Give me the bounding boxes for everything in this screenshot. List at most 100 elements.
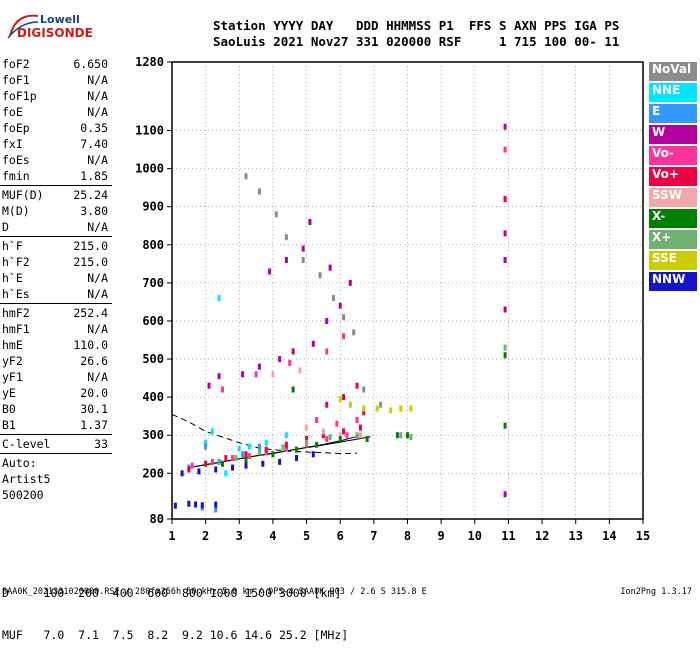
param-value: 30.1: [80, 402, 108, 416]
echo-point: [399, 432, 403, 439]
plot-grid: [172, 62, 643, 519]
echo-point: [338, 396, 342, 403]
echo-point: [358, 424, 362, 431]
echo-point: [328, 264, 332, 271]
distance-row: D 100 200 400 600 800 1000 1500 3000 [km…: [2, 586, 342, 600]
param-label: foF2: [2, 57, 30, 71]
echo-point: [321, 428, 325, 435]
echo-point: [311, 340, 315, 347]
param-value: 7.40: [80, 137, 108, 151]
echo-point: [298, 367, 302, 374]
echo-point: [406, 432, 409, 439]
echo-point: [217, 373, 221, 380]
param-label: foF1p: [2, 89, 37, 103]
echo-point: [231, 464, 235, 471]
echo-point: [220, 460, 224, 467]
echo-point: [305, 439, 309, 446]
echo-point: [204, 443, 208, 450]
legend-item: Vo-: [649, 146, 697, 165]
echo-point: [271, 451, 275, 458]
x-tick-label: 7: [370, 529, 377, 543]
param-value: N/A: [87, 370, 108, 384]
x-tick-label: 14: [602, 529, 616, 543]
x-tick-label: 4: [269, 529, 276, 543]
param-label: h`Es: [2, 287, 30, 301]
echo-point: [338, 432, 342, 439]
param-label: fxI: [2, 137, 23, 151]
echo-point: [257, 188, 261, 195]
x-tick-label: 2: [202, 529, 209, 543]
echo-point: [355, 432, 359, 439]
param-label: hmF1: [2, 322, 30, 336]
param-value: 6.650: [73, 57, 108, 71]
param-separator: [0, 185, 112, 186]
echo-point: [342, 314, 346, 321]
echo-point: [220, 386, 224, 393]
echo-point: [284, 234, 288, 241]
param-row: foEp 0.35: [0, 120, 112, 136]
echo-point: [254, 371, 258, 378]
echo-point: [224, 470, 228, 477]
echo-point: [244, 462, 248, 469]
echo-point: [389, 407, 393, 414]
echo-point: [342, 394, 346, 401]
param-row: foEs N/A: [0, 152, 112, 168]
echo-point: [335, 420, 339, 427]
param-value: 215.0: [73, 255, 108, 269]
file-info-footer: SAA0K_2021331020000.RSF / 280fx256h 50 k…: [2, 587, 427, 597]
param-row: h`E N/A: [0, 270, 112, 286]
param-row: yE 20.0: [0, 385, 112, 401]
param-value: 20.0: [80, 386, 108, 400]
echo-point: [315, 416, 319, 423]
param-separator: [0, 453, 112, 454]
echo-point: [284, 441, 288, 448]
param-value: 110.0: [73, 338, 108, 352]
echo-point: [311, 451, 315, 458]
param-value: 25.24: [73, 188, 108, 202]
echo-point: [241, 371, 245, 378]
param-row: D N/A: [0, 219, 112, 235]
echo-point: [288, 359, 292, 366]
x-tick-label: 1: [168, 529, 175, 543]
param-value: N/A: [87, 220, 108, 234]
echo-point: [328, 434, 332, 441]
param-row: B0 30.1: [0, 401, 112, 417]
param-label: C-level: [2, 437, 51, 451]
echo-point: [204, 460, 208, 467]
echo-point: [503, 257, 507, 264]
param-label: h`F2: [2, 255, 30, 269]
echo-point: [503, 344, 507, 351]
echo-point: [187, 466, 191, 473]
param-label: hmF2: [2, 306, 30, 320]
distance-muf-table: D 100 200 400 600 800 1000 1500 3000 [km…: [2, 558, 348, 656]
param-value: N/A: [87, 153, 108, 167]
echo-point: [503, 352, 507, 359]
echo-point: [234, 455, 238, 462]
param-row: hmF1 N/A: [0, 321, 112, 337]
echo-point: [409, 434, 413, 441]
echo-point: [362, 405, 366, 412]
legend-item: SSW: [649, 188, 697, 207]
echo-point: [244, 173, 248, 180]
logo-swoosh-icon: [7, 14, 39, 39]
param-row: h`F2 215.0: [0, 254, 112, 270]
lowell-digisonde-logo: Lowell DIGISONDE: [4, 8, 93, 42]
muf-row: MUF 7.0 7.1 7.5 8.2 9.2 10.6 14.6 25.2 […: [2, 628, 349, 642]
y-tick-label: 1280: [135, 55, 164, 69]
echo-point: [409, 405, 413, 412]
station-header-labels: Station YYYY DAY DDD HHMMSS P1 FFS S AXN…: [213, 18, 620, 33]
echo-point: [503, 123, 507, 130]
echo-point: [338, 436, 342, 443]
x-tick-label: 5: [303, 529, 310, 543]
param-label: foF1: [2, 73, 30, 87]
echo-point: [190, 462, 194, 469]
echo-point: [214, 501, 218, 508]
echo-point: [325, 348, 329, 355]
param-value: 0.35: [80, 121, 108, 135]
echo-point: [274, 211, 278, 218]
y-tick-label: 700: [142, 276, 164, 290]
echo-point: [264, 439, 268, 446]
echo-point: [200, 502, 204, 509]
param-row: foF1p N/A: [0, 88, 112, 104]
echo-point: [362, 386, 366, 393]
